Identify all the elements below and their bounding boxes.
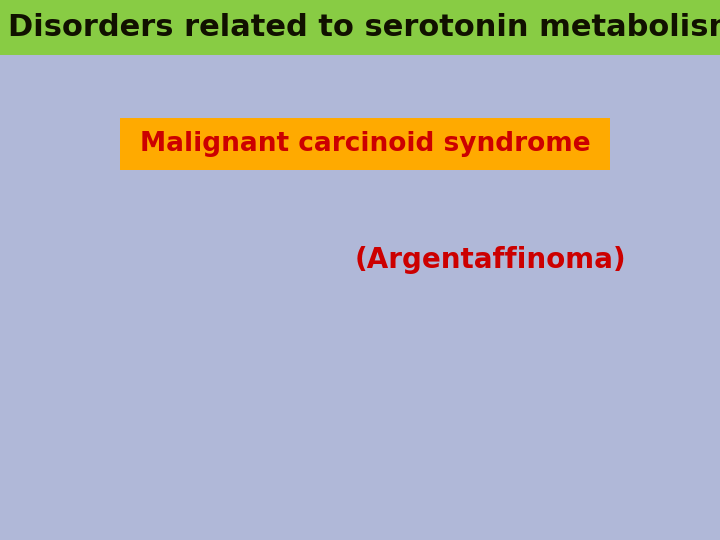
Text: (Argentaffinoma): (Argentaffinoma) [354,246,626,274]
Bar [0,0,720,55]
Text: Malignant carcinoid syndrome: Malignant carcinoid syndrome [140,131,590,157]
Text: Disorders related to serotonin metabolism: Disorders related to serotonin metabolis… [8,13,720,42]
Bar [120,118,610,170]
